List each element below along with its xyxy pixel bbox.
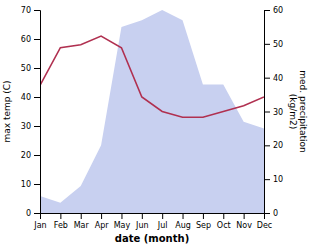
tick: 40	[264, 74, 283, 83]
tick-label: Feb	[54, 221, 68, 230]
tick: 30	[264, 108, 283, 117]
tick: Aug	[175, 213, 191, 230]
tick-label: 30	[273, 108, 283, 117]
tick: 60	[264, 6, 283, 15]
tick: Jan	[33, 213, 46, 230]
tick: 30	[21, 122, 40, 131]
x-axis: Jan Feb Mar Apr May Jun Jul Aug Sep Oct Nov Dec	[33, 213, 272, 230]
tick: 70	[21, 6, 40, 15]
tick-label: Nov	[236, 221, 252, 230]
tick-mark	[101, 213, 102, 219]
tick: 50	[21, 64, 40, 73]
tick: Feb	[54, 213, 68, 230]
tick-mark	[34, 213, 40, 214]
tick-mark	[264, 112, 270, 113]
tick-label: 70	[21, 6, 31, 15]
tick-mark	[264, 78, 270, 79]
tick: Nov	[236, 213, 252, 230]
tick-label: 60	[273, 6, 283, 15]
tick: Apr	[95, 213, 110, 230]
tick-label: May	[114, 221, 131, 230]
y2-axis-title-line: med. precipitation	[298, 70, 308, 152]
tick-label: Aug	[175, 221, 191, 230]
tick-mark	[244, 213, 245, 219]
tick-mark	[183, 213, 184, 219]
tick-label: 20	[273, 141, 283, 150]
tick-label: 20	[21, 151, 31, 160]
tick: 0	[26, 209, 40, 218]
tick: 0	[264, 209, 278, 218]
tick-mark	[34, 10, 40, 11]
tick-mark	[203, 213, 204, 219]
tick-mark	[223, 213, 224, 219]
plot: JanFebMarAprMayJunJulAugSepOctNovDec0102…	[21, 6, 283, 230]
tick-mark	[34, 97, 40, 98]
tick-label: 50	[21, 64, 31, 73]
tick: 60	[21, 35, 40, 44]
tick-mark	[264, 179, 270, 180]
tick: Mar	[74, 213, 90, 230]
y-axis-title: max temp (C)	[2, 80, 12, 142]
tick-label: 40	[21, 93, 31, 102]
tick-label: Oct	[217, 221, 231, 230]
y2-axis-title-line: (kg/m2)	[288, 94, 298, 129]
y2-axis: 0 10 20 30 40 50 60	[264, 6, 283, 218]
tick: Jul	[157, 213, 168, 230]
tick-label: 10	[273, 175, 283, 184]
line	[40, 36, 264, 117]
tick-mark	[264, 44, 270, 45]
tick-label: Jan	[33, 221, 46, 230]
tick-mark	[34, 39, 40, 40]
axis-line	[265, 11, 271, 214]
tick-mark	[162, 213, 163, 219]
axis-line	[41, 214, 265, 220]
tick-mark	[81, 213, 82, 219]
chart: JanFebMarAprMayJunJulAugSepOctNovDec0102…	[0, 0, 318, 247]
tick-label: Mar	[74, 221, 90, 230]
tick: Oct	[217, 213, 231, 230]
tick-label: 0	[26, 209, 31, 218]
tick: 40	[21, 93, 40, 102]
tick: Jun	[135, 213, 149, 230]
tick: 50	[264, 40, 283, 49]
tick-label: 30	[21, 122, 31, 131]
tick-mark	[264, 10, 270, 11]
tick-label: Sep	[196, 221, 211, 230]
axis-line	[34, 11, 41, 214]
x-axis-title: date (month)	[115, 233, 189, 244]
tick-mark	[34, 184, 40, 185]
tick-label: Dec	[257, 221, 272, 230]
tick-mark	[34, 155, 40, 156]
tick: May	[114, 213, 131, 230]
tick: 20	[21, 151, 40, 160]
tick-mark	[264, 145, 270, 146]
tick-label: Jun	[135, 221, 149, 230]
tick-label: 10	[21, 180, 31, 189]
area	[40, 10, 264, 213]
y-axis: 0 10 20 30 40 50 60 70	[21, 6, 41, 218]
tick-label: 0	[273, 209, 278, 218]
tick: Sep	[196, 213, 211, 230]
tick-mark	[142, 213, 143, 219]
tick-mark	[34, 126, 40, 127]
tick-label: 40	[273, 74, 283, 83]
tick-mark	[34, 68, 40, 69]
tick-label: 60	[21, 35, 31, 44]
tick-mark	[60, 213, 61, 219]
tick: 20	[264, 141, 283, 150]
tick-label: 50	[273, 40, 283, 49]
tick-label: Jul	[157, 221, 168, 230]
tick: 10	[21, 180, 40, 189]
y2-axis-title: med. precipitation(kg/m2)	[288, 70, 308, 152]
tick-label: Apr	[95, 221, 110, 230]
tick: Dec	[257, 213, 272, 230]
tick-mark	[121, 213, 122, 219]
tick-mark	[264, 213, 270, 214]
tick: 10	[264, 175, 283, 184]
marks	[40, 10, 264, 213]
